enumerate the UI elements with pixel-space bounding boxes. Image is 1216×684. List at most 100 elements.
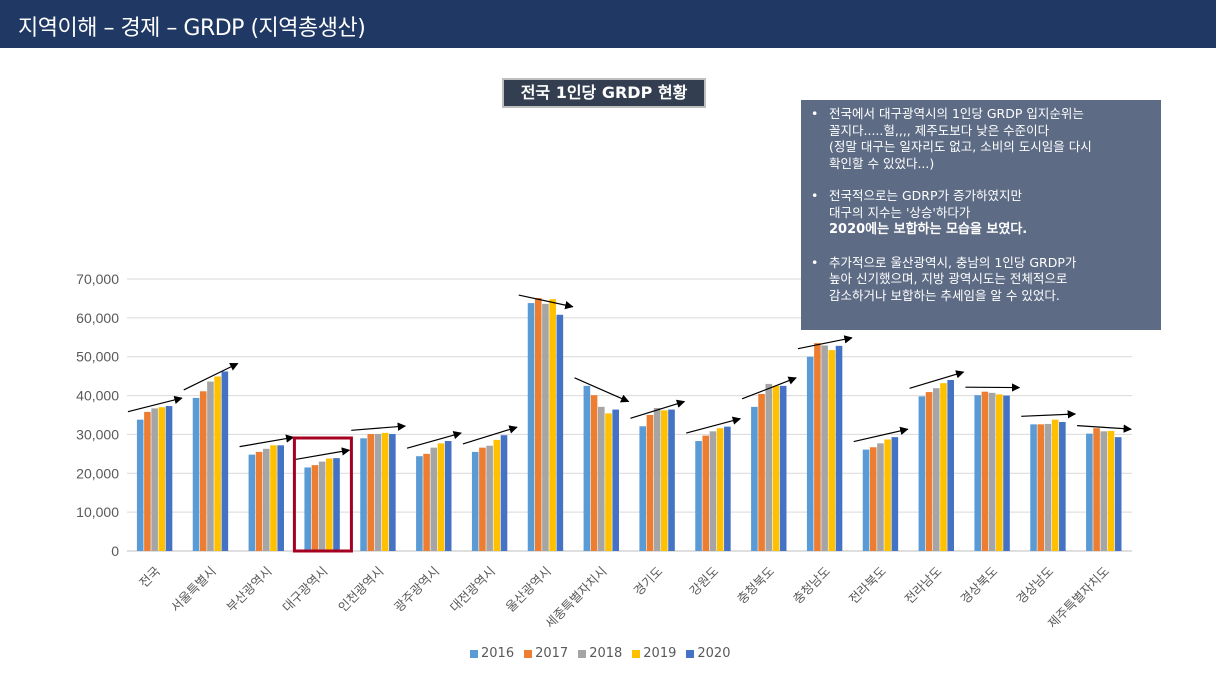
y-tick-label: 40,000 xyxy=(76,388,119,404)
bar xyxy=(542,303,549,551)
bullet-icon: • xyxy=(811,188,819,203)
bar xyxy=(1051,419,1059,551)
bar xyxy=(1107,430,1115,551)
trend-arrow xyxy=(1021,410,1077,419)
bar xyxy=(668,409,675,551)
bar xyxy=(709,431,717,551)
x-tick-label: 경상남도 xyxy=(1013,564,1056,607)
x-tick-label: 대구광역시 xyxy=(279,564,330,615)
bar xyxy=(151,408,158,551)
bar xyxy=(437,443,445,551)
highlight-box xyxy=(292,436,353,553)
trend-arrow xyxy=(295,447,351,461)
bar xyxy=(192,397,200,551)
x-tick-label: 서울특별시 xyxy=(168,564,219,615)
bar xyxy=(1093,428,1100,551)
legend-item-2019: 2019 xyxy=(632,646,676,661)
x-tick-label: 부산광역시 xyxy=(223,564,274,615)
legend-label: 2017 xyxy=(535,646,569,661)
bar xyxy=(661,410,668,551)
bar xyxy=(981,391,989,551)
bar xyxy=(612,409,619,551)
bar xyxy=(583,385,591,551)
bar xyxy=(974,395,982,551)
bar xyxy=(423,453,430,551)
y-tick-label: 20,000 xyxy=(76,465,119,481)
bar xyxy=(527,303,535,551)
bar xyxy=(821,345,828,551)
bar xyxy=(1003,395,1010,551)
bar xyxy=(1044,423,1052,551)
y-tick-label: 30,000 xyxy=(76,426,119,442)
bar xyxy=(918,396,926,551)
bar xyxy=(779,385,787,551)
bar xyxy=(702,435,710,551)
bar xyxy=(646,415,654,551)
trend-arrow xyxy=(574,377,630,403)
bullet-icon: • xyxy=(811,254,819,270)
bar xyxy=(1100,431,1108,551)
x-tick-label: 충청북도 xyxy=(734,564,777,607)
bar xyxy=(333,458,340,551)
bar xyxy=(716,428,724,551)
bar xyxy=(877,443,884,551)
bar xyxy=(1037,424,1045,551)
legend-swatch xyxy=(470,649,478,658)
bar xyxy=(318,461,326,551)
note-text: 전국적으로는 GDRP가 증가하였지만 대구의 지수는 '상승'하다가 2020… xyxy=(829,188,1149,239)
bar xyxy=(270,445,277,551)
bar xyxy=(207,381,214,551)
y-tick-label: 50,000 xyxy=(76,349,119,365)
bar xyxy=(765,383,773,551)
x-tick-label: 경기도 xyxy=(631,564,666,599)
bar xyxy=(869,447,877,551)
trend-arrow xyxy=(853,426,909,443)
trend-arrow xyxy=(797,335,853,350)
x-tick-label: 인천광역시 xyxy=(335,564,386,615)
bar xyxy=(597,406,605,551)
chart-title-box: 전국 1인당 GRDP 현황 xyxy=(502,78,706,108)
bar xyxy=(996,394,1003,551)
bar xyxy=(255,451,263,551)
chart-legend: 2016 2017 2018 2019 2020 xyxy=(470,646,730,661)
bar xyxy=(724,426,731,551)
x-tick-label: 울산광역시 xyxy=(503,564,554,615)
bar xyxy=(277,445,284,551)
bar xyxy=(262,448,270,551)
legend-swatch xyxy=(632,649,641,658)
bar xyxy=(326,458,333,551)
trend-arrow xyxy=(909,370,965,389)
bar xyxy=(556,314,564,551)
x-tick-label: 경상북도 xyxy=(957,564,1000,607)
y-tick-label: 70,000 xyxy=(76,271,119,287)
bar xyxy=(374,434,382,551)
bar xyxy=(165,406,173,551)
bar xyxy=(304,467,312,551)
legend-swatch xyxy=(578,649,587,658)
bar xyxy=(695,441,702,551)
bar xyxy=(158,407,166,551)
x-tick-label: 충청남도 xyxy=(790,564,833,607)
legend-item-2020: 2020 xyxy=(686,646,730,661)
legend-item-2016: 2016 xyxy=(470,646,514,661)
y-tick-label: 10,000 xyxy=(76,504,119,520)
bar xyxy=(493,439,501,551)
bar xyxy=(751,406,758,551)
note-body: 전국적으로는 GDRP가 증가하였지만 대구의 지수는 '상승'하다가 xyxy=(829,188,1022,220)
legend-label: 2016 xyxy=(481,646,515,661)
note-emphasis: 2020에는 보합하는 모습을 보였다. xyxy=(829,222,1028,237)
bar xyxy=(199,391,207,551)
legend-label: 2018 xyxy=(589,646,623,661)
bar xyxy=(988,392,996,551)
bar xyxy=(248,454,256,551)
x-tick-label: 광주광역시 xyxy=(391,564,442,615)
bullet-icon: • xyxy=(811,106,819,121)
bar xyxy=(486,445,493,551)
bar xyxy=(947,380,954,551)
bar xyxy=(806,356,814,551)
bar xyxy=(549,299,556,551)
y-tick-label: 60,000 xyxy=(76,310,119,326)
trend-arrow xyxy=(462,425,518,445)
bar xyxy=(814,343,821,551)
